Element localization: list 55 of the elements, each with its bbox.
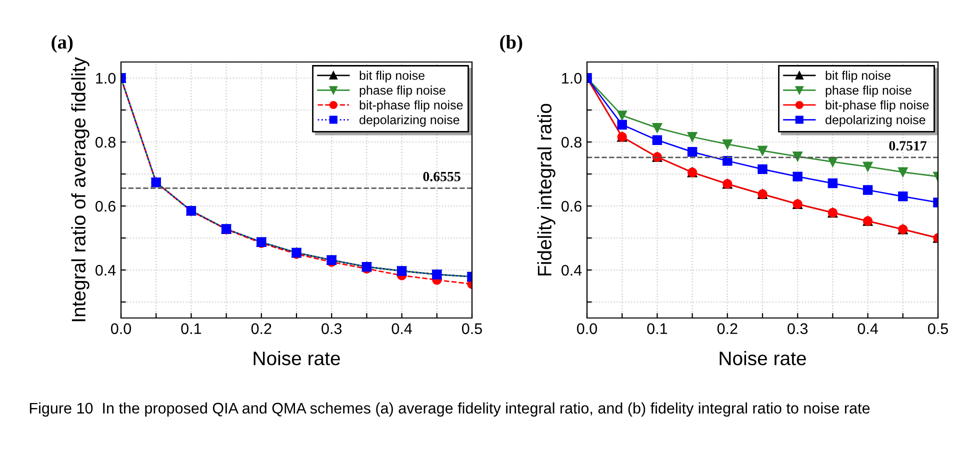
- y-axis-title: Integral ratio of average fidelity: [71, 57, 90, 322]
- point: [828, 156, 838, 167]
- legend-label: phase flip noise: [360, 86, 446, 98]
- point: [652, 123, 662, 133]
- point: [792, 172, 802, 182]
- x-tick-label: 0.0: [110, 323, 132, 334]
- caption: Figure 10 In the proposed QIA and QMA schemes (a) average fidelity integral ratio, and (b) fidelity integral ratio to noise rate: [30, 402, 870, 417]
- point: [722, 139, 732, 150]
- ref-line-label: 0.7517: [889, 141, 927, 151]
- y-tick-label: 0.6: [562, 200, 582, 212]
- point: [828, 178, 838, 188]
- legend-label: depolarizing noise: [826, 115, 926, 127]
- point: [758, 164, 768, 174]
- ref-line-label: 0.6555: [423, 172, 460, 182]
- y-tick-label: 1.0: [562, 72, 582, 84]
- y-tick-label: 1.0: [96, 72, 116, 84]
- x-axis-title: Noise rate: [720, 350, 806, 366]
- y-tick-label: 0.6: [96, 200, 116, 212]
- x-tick-label: 0.5: [928, 323, 948, 334]
- legend-label: phase flip noise: [826, 86, 912, 98]
- point: [792, 152, 802, 162]
- legend-label: bit-phase flip noise: [826, 100, 929, 112]
- y-tick-label: 0.8: [96, 136, 116, 148]
- y-tick-label: 0.4: [562, 264, 582, 276]
- legend-label: bit flip noise: [826, 70, 890, 82]
- x-tick-label: 0.2: [251, 323, 272, 334]
- y-tick-label: 0.8: [562, 136, 582, 148]
- legend-label: depolarizing noise: [360, 115, 460, 127]
- point: [862, 185, 873, 195]
- x-tick-label: 0.2: [717, 323, 738, 334]
- legend-label: bit flip noise: [360, 70, 424, 82]
- y-tick-label: 0.4: [96, 264, 116, 276]
- x-tick-label: 0.1: [647, 323, 668, 334]
- x-axis-title: Noise rate: [254, 350, 340, 366]
- point: [687, 132, 698, 142]
- point: [862, 162, 873, 172]
- legend-label: bit-phase flip noise: [360, 100, 463, 112]
- x-tick-label: 0.3: [788, 323, 808, 334]
- point: [652, 135, 662, 145]
- point: [898, 192, 908, 202]
- point: [758, 146, 768, 156]
- y-axis-title: Fidelity integral ratio: [537, 104, 556, 276]
- point: [687, 147, 698, 157]
- x-tick-label: 0.1: [181, 323, 202, 334]
- chart-title: (a): [52, 35, 73, 53]
- x-tick-label: 0.4: [858, 323, 878, 334]
- point: [898, 167, 908, 177]
- x-tick-label: 0.0: [576, 323, 598, 334]
- x-tick-label: 0.5: [462, 323, 482, 334]
- x-tick-label: 0.3: [322, 323, 342, 334]
- point: [617, 110, 627, 120]
- x-tick-label: 0.4: [392, 323, 412, 334]
- chart-title: (b): [500, 35, 522, 53]
- point: [617, 120, 627, 130]
- point: [722, 156, 732, 166]
